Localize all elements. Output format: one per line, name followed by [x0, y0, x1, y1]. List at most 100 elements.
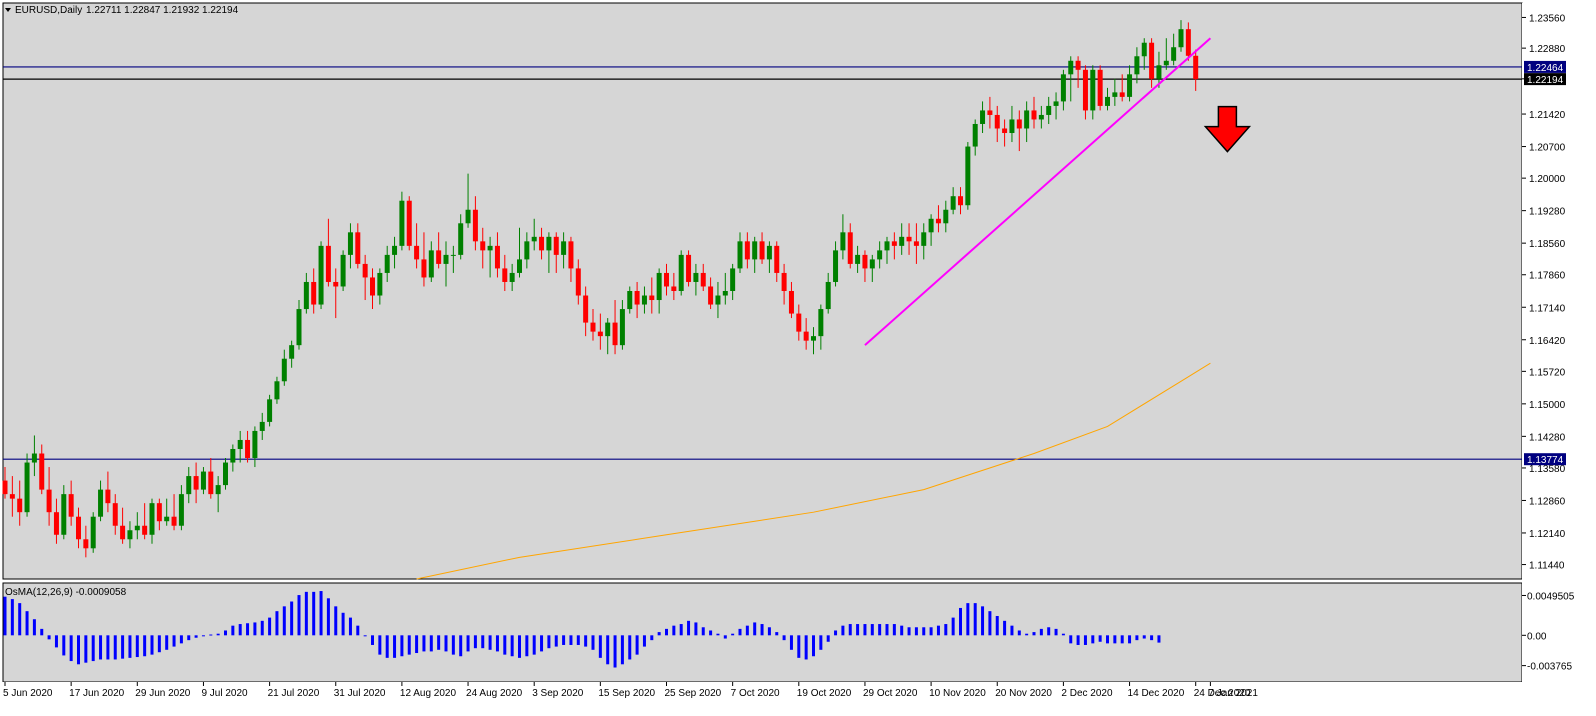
- main-plot-area[interactable]: [2, 2, 1523, 580]
- osma-bar: [326, 598, 330, 636]
- candle-body: [171, 516, 177, 526]
- time-tick-label: 2 Dec 2020: [1061, 688, 1113, 699]
- candle-body: [1090, 69, 1096, 111]
- osma-bar: [246, 623, 250, 636]
- candle-body: [730, 268, 736, 291]
- osma-bar: [459, 635, 463, 657]
- time-tick-label: 7 Jan 2021: [1208, 688, 1258, 699]
- candlesticks: [2, 20, 1199, 558]
- osma-bar: [444, 635, 448, 652]
- candle-body: [281, 358, 287, 382]
- candle-body: [83, 539, 89, 549]
- osma-bar: [841, 625, 845, 636]
- osma-bar: [613, 635, 617, 668]
- horizontal-levels[interactable]: [3, 66, 1522, 460]
- candle-body: [502, 268, 508, 282]
- osma-bar: [966, 603, 970, 636]
- time-tick-label: 14 Dec 2020: [1128, 688, 1185, 699]
- candle-body: [450, 254, 456, 256]
- osma-bar: [914, 627, 918, 636]
- symbol-label: EURUSD,Daily: [15, 5, 82, 16]
- sell-signal-arrow[interactable]: [1203, 105, 1252, 153]
- candle-body: [590, 322, 596, 332]
- candle-body: [708, 286, 714, 305]
- osma-bar: [466, 635, 470, 652]
- osma-bar: [10, 599, 14, 636]
- candle-body: [759, 241, 765, 260]
- osma-bar: [1150, 635, 1154, 641]
- candle-body: [1149, 42, 1155, 79]
- price-tick-label: 1.17140: [1529, 303, 1566, 314]
- time-tick-label: 29 Jun 2020: [135, 688, 190, 699]
- osma-histogram: [3, 591, 1161, 668]
- candle-body: [164, 516, 170, 522]
- candle-body: [575, 268, 581, 296]
- trendline[interactable]: [864, 37, 1212, 346]
- osma-bar: [804, 635, 808, 660]
- osma-bar: [518, 635, 521, 658]
- osma-bar: [1091, 635, 1095, 644]
- candle-body: [472, 209, 478, 242]
- candle-body: [605, 322, 611, 337]
- candle-body: [803, 331, 809, 341]
- candle-body: [1119, 92, 1125, 97]
- candle-body: [193, 476, 199, 490]
- osma-bar: [635, 635, 639, 655]
- candle-body: [1024, 110, 1030, 129]
- candle-body: [1163, 60, 1169, 66]
- osma-bar: [150, 635, 154, 655]
- osma-bar: [77, 635, 80, 665]
- candle-body: [53, 512, 59, 535]
- osma-bar: [1113, 635, 1117, 644]
- osma-bar: [694, 622, 698, 636]
- osma-bar: [775, 632, 779, 636]
- chart-menu-caret-icon[interactable]: [5, 8, 11, 12]
- osma-bar: [209, 634, 213, 636]
- osma-bar: [760, 624, 764, 636]
- candle-body: [98, 489, 104, 517]
- candle-body: [649, 295, 655, 301]
- osma-bar: [701, 627, 705, 636]
- down-arrow-icon: [1203, 105, 1252, 153]
- osma-bar: [473, 635, 477, 649]
- candle-body: [296, 309, 302, 346]
- osma-bar: [672, 625, 676, 636]
- candle-body: [1068, 60, 1074, 75]
- candle-body: [1112, 92, 1118, 97]
- osma-bar: [290, 601, 294, 636]
- candle-body: [1193, 55, 1199, 80]
- time-tick-label: 20 Nov 2020: [995, 688, 1052, 699]
- candle-body: [414, 245, 420, 260]
- osma-bar: [665, 628, 668, 636]
- candle-body: [752, 241, 758, 260]
- candle-body: [788, 291, 794, 314]
- price-tick-label: 1.23560: [1529, 13, 1566, 24]
- candle-body: [1171, 47, 1177, 61]
- candle-body: [252, 430, 258, 459]
- candle-body: [1141, 42, 1147, 57]
- osma-bar: [371, 635, 374, 645]
- osma-bar: [878, 624, 882, 636]
- candle-body: [935, 218, 941, 224]
- osma-bar: [782, 635, 786, 641]
- candle-body: [1075, 60, 1081, 70]
- time-tick-label: 7 Oct 2020: [731, 688, 780, 699]
- candle-body: [142, 525, 148, 535]
- ohlc-readout: 1.22711 1.22847 1.21932 1.22194: [86, 5, 239, 16]
- candle-body: [311, 281, 317, 305]
- osma-bar: [400, 635, 404, 657]
- candle-body: [965, 146, 971, 206]
- time-axis-labels: 5 Jun 2020 17 Jun 2020 29 Jun 2020 9 Jul 20…: [3, 682, 1258, 699]
- osma-bar: [268, 617, 272, 636]
- osma-bar: [819, 635, 823, 650]
- osma-bar: [488, 635, 492, 650]
- candle-body: [1097, 69, 1103, 106]
- time-tick-label: 12 Aug 2020: [400, 688, 457, 699]
- osma-bar: [540, 635, 544, 652]
- osma-bar: [532, 635, 536, 655]
- osma-bar: [1157, 635, 1161, 643]
- osma-bar: [341, 612, 345, 636]
- price-tick-label: 1.12860: [1529, 496, 1566, 507]
- price-level-label: 1.22464: [1527, 63, 1564, 74]
